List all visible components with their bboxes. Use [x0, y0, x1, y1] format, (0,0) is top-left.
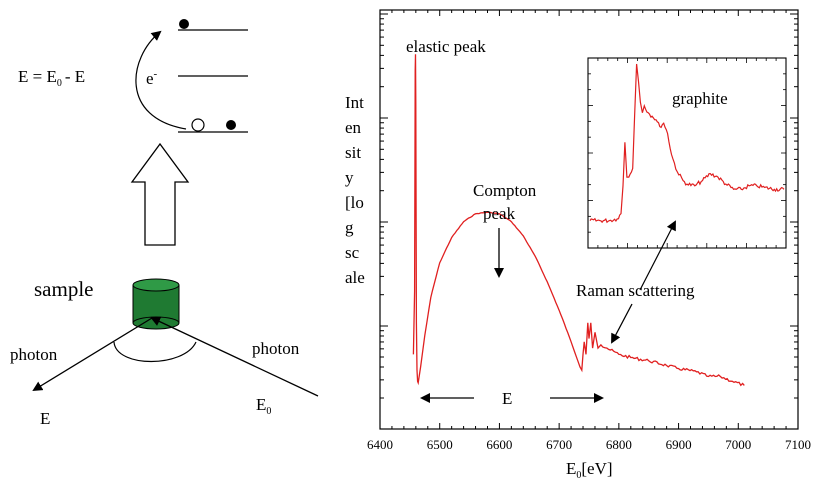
energy-loss-label: E	[502, 389, 512, 408]
y-axis-ticks	[380, 13, 798, 399]
y-axis-title-line: y	[345, 168, 354, 187]
plot-frame	[379, 9, 799, 430]
y-axis-title: Int en sit y [lo g sc ale	[345, 93, 365, 287]
y-axis-title-line: g	[345, 218, 354, 237]
compton-label-top: Compton	[473, 181, 537, 200]
x-tick-label: 6700	[546, 437, 572, 452]
sample-cylinder	[132, 278, 180, 330]
sample-label: sample	[34, 277, 93, 301]
inset-ticks	[587, 57, 787, 249]
photon-in-label: photon	[252, 339, 300, 358]
x-tick-label: 6400	[367, 437, 393, 452]
incoming-photon-beam	[150, 316, 319, 397]
x-axis-title: E0[eV]	[566, 459, 613, 481]
x-tick-label: 7000	[725, 437, 751, 452]
photon-in-energy: E0	[256, 395, 271, 417]
photon-out-energy: E	[40, 409, 50, 428]
x-tick-label: 6600	[486, 437, 512, 452]
x-tick-label: 6900	[666, 437, 692, 452]
y-axis-title-line: ale	[345, 268, 365, 287]
y-axis-title-line: sc	[345, 243, 360, 262]
outgoing-photon-beam	[32, 317, 153, 392]
spectrum-chart: 6400 6500 6600 6700 6800 6900 7000 7100 E0[eV] …	[345, 9, 811, 481]
x-axis-tick-labels: 6400 6500 6600 6700 6800 6900 7000 7100	[367, 437, 811, 452]
hole	[191, 118, 205, 132]
photon-out-label: photon	[10, 345, 58, 364]
inset-label: graphite	[672, 89, 728, 108]
x-tick-label: 6800	[606, 437, 632, 452]
scattering-angle-arc	[113, 341, 197, 363]
spectrum-line	[412, 54, 745, 387]
energy-equation: E = E0- E	[18, 67, 85, 89]
inset-chart: graphite	[587, 57, 787, 249]
electron-label: e-	[146, 68, 158, 88]
elastic-peak-label: elastic peak	[406, 37, 486, 56]
y-axis-title-line: sit	[345, 143, 361, 162]
y-axis-title-line: Int	[345, 93, 364, 112]
electron	[226, 120, 236, 130]
y-axis-title-line: en	[345, 118, 362, 137]
inset-pointer-arrow	[639, 220, 676, 291]
compton-label-bottom: peak	[483, 204, 516, 223]
excitation-arrow	[135, 30, 187, 130]
x-tick-label: 7100	[785, 437, 811, 452]
y-axis-title-line: [lo	[345, 193, 364, 212]
raman-arrow	[611, 303, 633, 344]
x-tick-label: 6500	[427, 437, 453, 452]
inset-spectrum-line	[589, 63, 785, 224]
excited-electron	[179, 19, 189, 29]
inset-frame	[587, 57, 787, 249]
x-axis-ticks	[379, 10, 799, 429]
raman-label: Raman scattering	[576, 281, 695, 300]
scattering-diagram: e- E = E0- E sample photon E photon E0	[10, 19, 319, 428]
hollow-up-arrow	[130, 142, 190, 246]
